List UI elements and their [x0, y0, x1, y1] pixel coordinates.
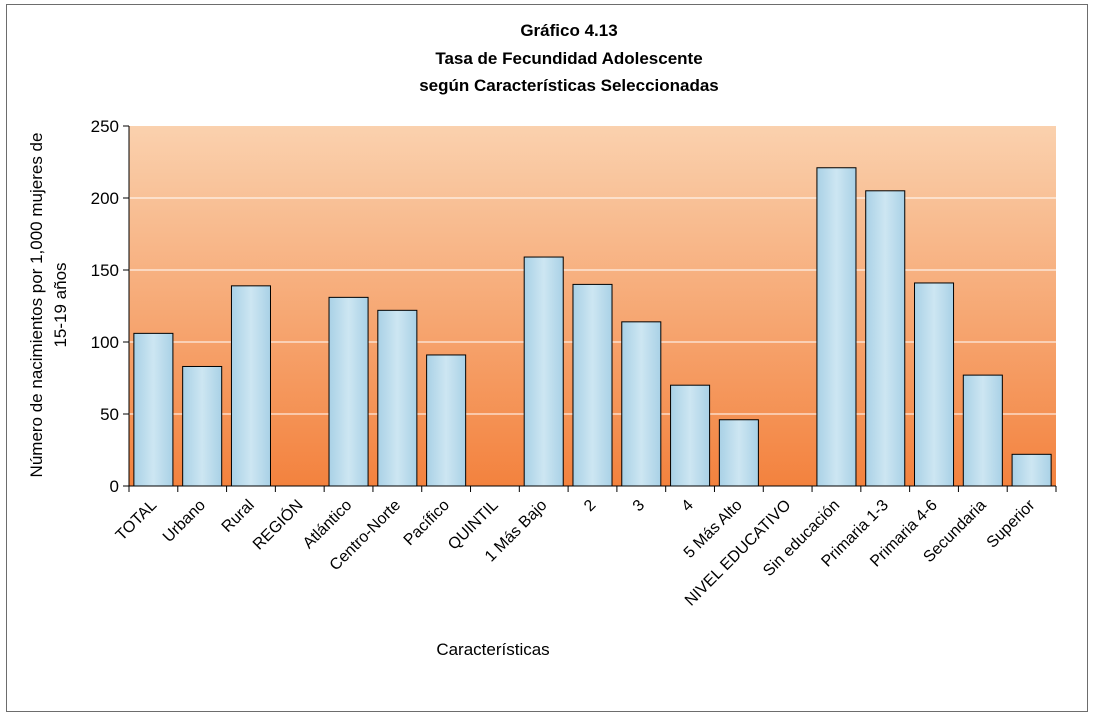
- x-tick-label: REGIÓN: [249, 495, 307, 553]
- y-tick-labels: 0 50 100 150 200 250: [91, 117, 119, 496]
- bar: [1011, 453, 1052, 487]
- bar: [182, 365, 223, 487]
- bar: [572, 283, 613, 487]
- bar: [865, 190, 906, 487]
- y-tick-label: 50: [100, 405, 119, 424]
- bar: [328, 296, 369, 487]
- bar: [914, 282, 955, 487]
- chart-title-line-2: Tasa de Fecundidad Adolescente: [435, 49, 702, 68]
- chart-title: Gráfico 4.13 Tasa de Fecundidad Adolesce…: [419, 21, 719, 95]
- bar: [621, 321, 662, 487]
- y-tick-label: 0: [110, 477, 119, 496]
- x-tick-label: Urbano: [160, 497, 209, 546]
- chart-title-line-3: según Características Seleccionadas: [419, 76, 719, 95]
- bar: [133, 332, 174, 487]
- chart-title-line-1: Gráfico 4.13: [520, 21, 617, 40]
- bar: [230, 285, 271, 487]
- y-axis-title: Número de nacimientos por 1,000 mujeres …: [27, 133, 70, 478]
- chart-frame: Gráfico 4.13 Tasa de Fecundidad Adolesce…: [6, 4, 1088, 712]
- x-tick-label: Superior: [984, 496, 1039, 551]
- bar: [426, 354, 467, 487]
- axes: [123, 125, 1057, 492]
- bars: [133, 167, 1052, 487]
- x-tick-label: 4: [679, 497, 697, 515]
- bar: [377, 309, 418, 487]
- y-axis-title-line-2: 15-19 años: [51, 262, 70, 347]
- x-tick-label: TOTAL: [113, 497, 161, 545]
- y-axis-title-line-1: Número de nacimientos por 1,000 mujeres …: [27, 133, 46, 478]
- y-tick-label: 200: [91, 189, 119, 208]
- y-tick-label: 250: [91, 117, 119, 136]
- y-tick-label: 100: [91, 333, 119, 352]
- bar: [523, 256, 564, 487]
- chart: Gráfico 4.13 Tasa de Fecundidad Adolesce…: [27, 21, 1057, 659]
- bar: [816, 167, 857, 487]
- bar: [962, 374, 1003, 487]
- x-axis-title: Características: [436, 640, 549, 659]
- x-tick-label: Rural: [219, 497, 258, 536]
- y-tick-label: 150: [91, 261, 119, 280]
- bar: [670, 384, 711, 487]
- x-tick-label: 3: [630, 497, 648, 515]
- x-tick-labels: TOTAL Urbano RuralREGIÓNAtlánticoCentro-No…: [113, 495, 1039, 609]
- x-tick-label: 2: [581, 497, 599, 515]
- bar: [718, 419, 759, 487]
